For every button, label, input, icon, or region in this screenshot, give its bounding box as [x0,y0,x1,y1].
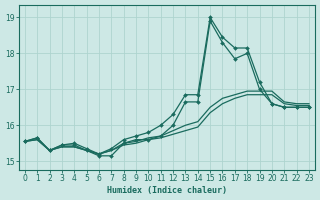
X-axis label: Humidex (Indice chaleur): Humidex (Indice chaleur) [107,186,227,195]
